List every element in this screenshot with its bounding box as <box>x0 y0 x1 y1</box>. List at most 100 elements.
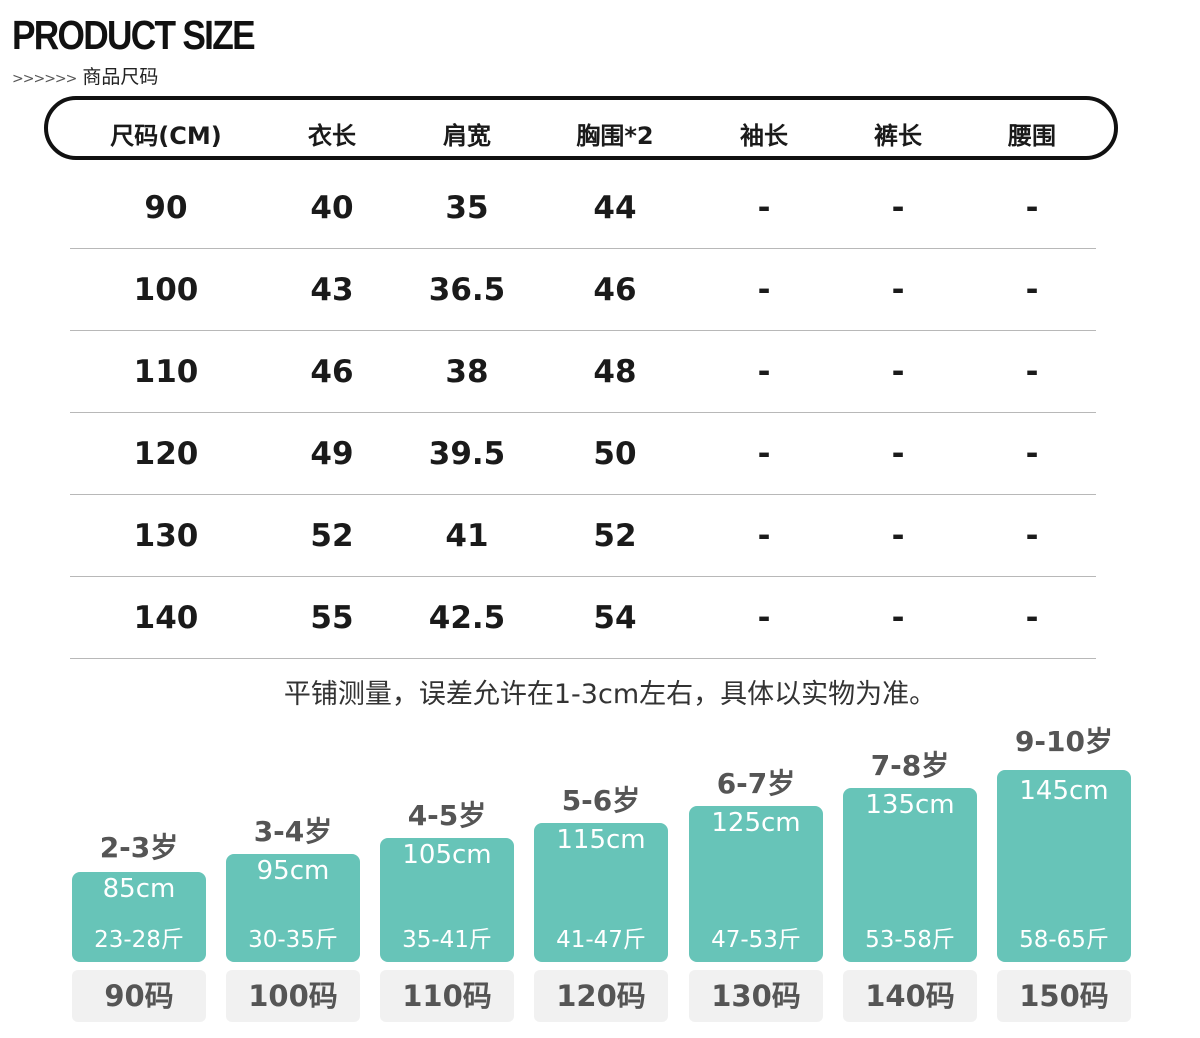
size-code-label: 120码 <box>534 970 668 1022</box>
size-code-label: 150码 <box>997 970 1131 1022</box>
cell-shoulder: 38 <box>445 354 489 390</box>
size-tile: 115cm 41-47斤 <box>534 823 668 962</box>
cell-waist: - <box>1025 354 1039 390</box>
cell-chest: 46 <box>593 272 637 308</box>
cell-waist: - <box>1025 190 1039 226</box>
cell-sleeve: - <box>757 600 771 636</box>
subtitle-text: 商品尺码 <box>82 66 159 88</box>
cell-shoulder: 42.5 <box>428 600 506 636</box>
cell-size: 90 <box>144 190 188 226</box>
table-row: 90 40 35 44 - - - <box>0 168 1200 250</box>
row-divider <box>70 412 1096 413</box>
cell-length: 40 <box>310 190 354 226</box>
height-label: 125cm <box>711 808 801 838</box>
cell-length: 46 <box>310 354 354 390</box>
size-code-label: 140码 <box>843 970 977 1022</box>
arrows-decoration: >>>>>> <box>12 71 77 87</box>
weight-label: 47-53斤 <box>711 927 801 953</box>
cell-pants: - <box>891 190 905 226</box>
cell-shoulder: 36.5 <box>428 272 506 308</box>
height-label: 85cm <box>102 874 176 904</box>
age-label: 6-7岁 <box>716 767 796 800</box>
cell-length: 49 <box>310 436 354 472</box>
cell-shoulder: 41 <box>445 518 489 554</box>
column-header-shoulder: 肩宽 <box>443 122 491 150</box>
age-label: 4-5岁 <box>407 799 487 832</box>
weight-label: 35-41斤 <box>402 927 492 953</box>
cell-pants: - <box>891 272 905 308</box>
cell-pants: - <box>891 354 905 390</box>
cell-sleeve: - <box>757 272 771 308</box>
row-divider <box>70 576 1096 577</box>
cell-size: 120 <box>133 436 199 472</box>
age-label: 5-6岁 <box>561 784 641 817</box>
cell-length: 52 <box>310 518 354 554</box>
age-label: 2-3岁 <box>99 831 179 864</box>
table-header-frame <box>44 96 1118 160</box>
column-header-chest: 胸围*2 <box>576 122 654 150</box>
age-label: 9-10岁 <box>1014 725 1114 758</box>
cell-pants: - <box>891 436 905 472</box>
cell-shoulder: 39.5 <box>428 436 506 472</box>
size-tile: 85cm 23-28斤 <box>72 872 206 962</box>
table-row: 140 55 42.5 54 - - - <box>0 578 1200 660</box>
column-header-waist: 腰围 <box>1008 122 1056 150</box>
column-header-pants: 裤长 <box>874 122 922 150</box>
size-guide-item: 2-3岁 85cm 23-28斤 <box>72 820 206 1020</box>
size-code-label: 100码 <box>226 970 360 1022</box>
page-title: PRODUCT SIZE <box>12 12 256 58</box>
table-row: 130 52 41 52 - - - <box>0 496 1200 578</box>
cell-chest: 54 <box>593 600 637 636</box>
height-label: 105cm <box>402 840 492 870</box>
cell-shoulder: 35 <box>445 190 489 226</box>
size-guide-item: 5-6岁 115cm 41-47斤 <box>534 773 668 1020</box>
age-label: 3-4岁 <box>253 815 333 848</box>
weight-label: 53-58斤 <box>865 927 955 953</box>
height-label: 135cm <box>865 790 955 820</box>
row-divider <box>70 248 1096 249</box>
cell-size: 100 <box>133 272 199 308</box>
cell-chest: 44 <box>593 190 637 226</box>
weight-label: 30-35斤 <box>248 927 338 953</box>
cell-pants: - <box>891 600 905 636</box>
cell-chest: 52 <box>593 518 637 554</box>
cell-sleeve: - <box>757 436 771 472</box>
cell-waist: - <box>1025 600 1039 636</box>
row-divider <box>70 494 1096 495</box>
column-header-size: 尺码(CM) <box>110 122 222 150</box>
cell-size: 140 <box>133 600 199 636</box>
height-label: 115cm <box>556 825 646 855</box>
table-row: 120 49 39.5 50 - - - <box>0 414 1200 496</box>
cell-waist: - <box>1025 272 1039 308</box>
size-tile: 95cm 30-35斤 <box>226 854 360 962</box>
cell-waist: - <box>1025 436 1039 472</box>
table-row: 110 46 38 48 - - - <box>0 332 1200 414</box>
measurement-note: 平铺测量，误差允许在1-3cm左右，具体以实物为准。 <box>283 679 937 710</box>
size-code-label: 110码 <box>380 970 514 1022</box>
size-tile: 145cm 58-65斤 <box>997 770 1131 962</box>
size-code-label: 90码 <box>72 970 206 1022</box>
cell-pants: - <box>891 518 905 554</box>
size-tile: 135cm 53-58斤 <box>843 788 977 962</box>
height-label: 95cm <box>256 856 330 886</box>
row-divider <box>70 330 1096 331</box>
size-code-label: 130码 <box>689 970 823 1022</box>
cell-size: 110 <box>133 354 199 390</box>
size-guide-item: 7-8岁 135cm 53-58斤 <box>843 738 977 1020</box>
size-tile: 125cm 47-53斤 <box>689 806 823 962</box>
height-label: 145cm <box>1019 776 1109 806</box>
cell-length: 55 <box>310 600 354 636</box>
size-guide-item: 6-7岁 125cm 47-53斤 <box>689 756 823 1020</box>
weight-label: 41-47斤 <box>556 927 646 953</box>
age-label: 7-8岁 <box>870 749 950 782</box>
size-tile: 105cm 35-41斤 <box>380 838 514 962</box>
cell-chest: 50 <box>593 436 637 472</box>
size-guide-item: 4-5岁 105cm 35-41斤 <box>380 788 514 1020</box>
column-header-length: 衣长 <box>308 122 356 150</box>
cell-length: 43 <box>310 272 354 308</box>
cell-chest: 48 <box>593 354 637 390</box>
weight-label: 58-65斤 <box>1019 927 1109 953</box>
weight-label: 23-28斤 <box>94 927 184 953</box>
cell-sleeve: - <box>757 354 771 390</box>
cell-sleeve: - <box>757 190 771 226</box>
